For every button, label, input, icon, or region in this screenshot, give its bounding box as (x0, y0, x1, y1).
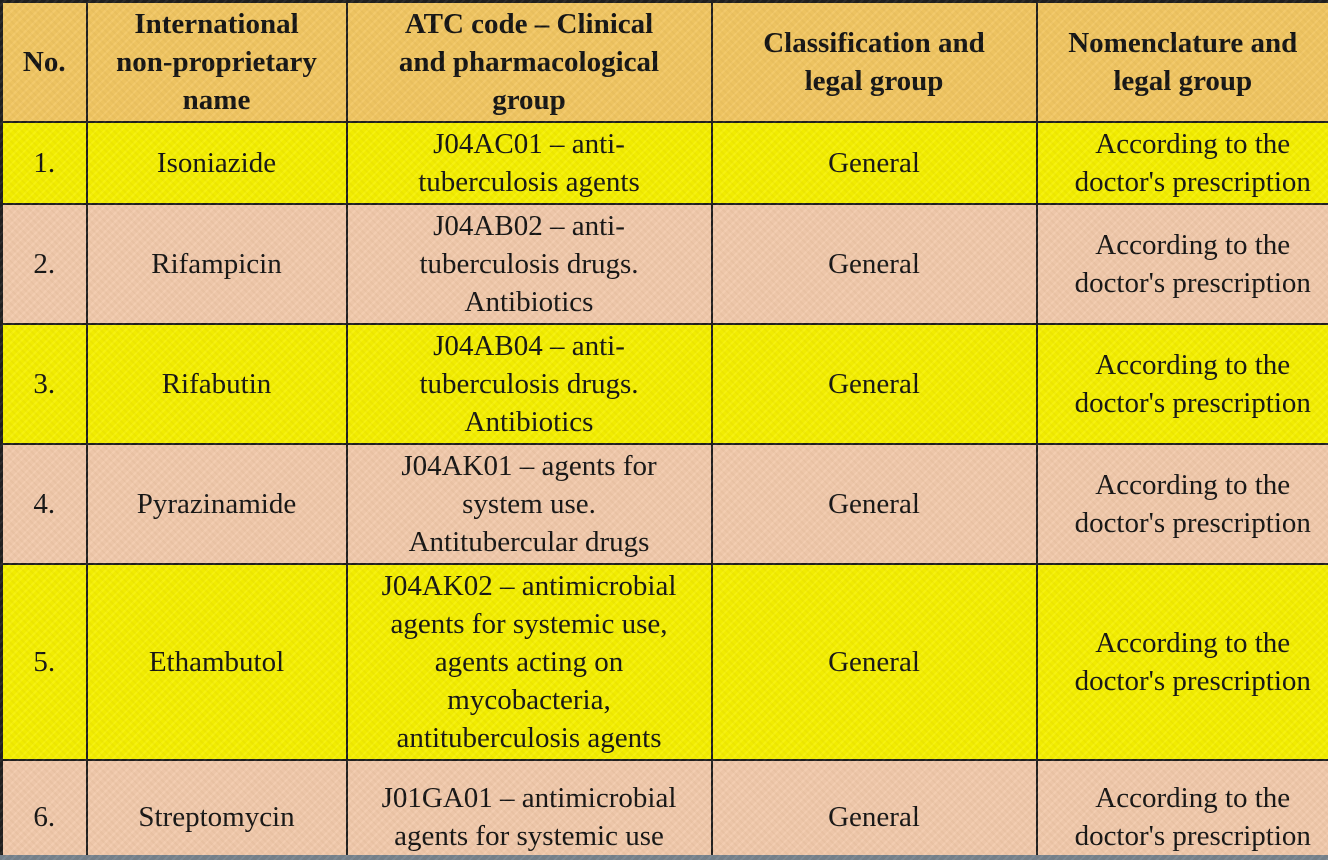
cell-name: Rifampicin (85, 203, 348, 325)
cell-atc-text: J04AK02 – antimicrobial agents for syste… (381, 570, 677, 754)
page-edge-strip (0, 855, 1328, 860)
cell-nomenclature-text: According to the doctor's prescription (1074, 128, 1311, 198)
cell-nomenclature: According to the doctor's prescription (1035, 563, 1328, 761)
cell-name: Pyrazinamide (85, 443, 348, 565)
cell-classification: General (710, 323, 1038, 445)
header-row: No. International non-proprietary name A… (0, 0, 1328, 123)
cell-nomenclature-text: According to the doctor's prescription (1074, 349, 1311, 419)
cell-atc: J04AK02 – antimicrobial agents for syste… (345, 563, 713, 761)
cell-name: Isoniazide (85, 121, 348, 205)
cell-atc-text: J01GA01 – antimicrobial agents for syste… (381, 781, 677, 852)
cell-no: 5. (0, 563, 88, 761)
table-row: 2. Rifampicin J04AB02 – anti-tuberculosi… (0, 203, 1328, 325)
cell-atc-text: J04AK01 – agents for system use. Antitub… (401, 450, 657, 558)
table-body: 1. Isoniazide J04AC01 – anti-tuberculosi… (0, 121, 1328, 860)
table-row: 6. Streptomycin J01GA01 – antimicrobial … (0, 759, 1328, 860)
cell-no: 2. (0, 203, 88, 325)
cell-no: 6. (0, 759, 88, 860)
cell-nomenclature: According to the doctor's prescription (1035, 203, 1328, 325)
table-row: 1. Isoniazide J04AC01 – anti-tuberculosi… (0, 121, 1328, 205)
cell-nomenclature: According to the doctor's prescription (1035, 759, 1328, 860)
cell-atc: J04AC01 – anti-tuberculosis agents (345, 121, 713, 205)
table-row: 3. Rifabutin J04AB04 – anti-tuberculosis… (0, 323, 1328, 445)
cell-atc: J04AK01 – agents for system use. Antitub… (345, 443, 713, 565)
cell-classification: General (710, 563, 1038, 761)
cell-classification: General (710, 121, 1038, 205)
cell-atc-text: J04AB02 – anti-tuberculosis drugs. Antib… (419, 210, 639, 318)
cell-no: 3. (0, 323, 88, 445)
cell-classification: General (710, 443, 1038, 565)
cell-nomenclature-text: According to the doctor's prescription (1074, 469, 1311, 539)
cell-atc: J01GA01 – antimicrobial agents for syste… (345, 759, 713, 860)
cell-name: Rifabutin (85, 323, 348, 445)
table-row: 5. Ethambutol J04AK02 – antimicrobial ag… (0, 563, 1328, 761)
cell-classification: General (710, 203, 1038, 325)
cell-nomenclature-text: According to the doctor's prescription (1074, 781, 1311, 852)
cell-nomenclature-text: According to the doctor's prescription (1074, 229, 1311, 299)
cell-no: 1. (0, 121, 88, 205)
header-cell-atc: ATC code – Clinical and pharmacological … (345, 0, 713, 123)
header-cell-atc-label: ATC code – Clinical and pharmacological … (398, 8, 660, 116)
cell-nomenclature: According to the doctor's prescription (1035, 121, 1328, 205)
cell-name: Streptomycin (85, 759, 348, 860)
table-header: No. International non-proprietary name A… (0, 0, 1328, 123)
cell-atc: J04AB04 – anti-tuberculosis drugs. Antib… (345, 323, 713, 445)
cell-name: Ethambutol (85, 563, 348, 761)
cell-nomenclature: According to the doctor's prescription (1035, 323, 1328, 445)
header-cell-nomenclature: Nomenclature and legal group (1035, 0, 1328, 123)
cell-nomenclature: According to the doctor's prescription (1035, 443, 1328, 565)
header-cell-name-label: International non-proprietary name (116, 8, 317, 116)
cell-no: 4. (0, 443, 88, 565)
cell-atc: J04AB02 – anti-tuberculosis drugs. Antib… (345, 203, 713, 325)
header-cell-nomenclature-label: Nomenclature and legal group (1068, 27, 1298, 97)
header-cell-classification-label: Classification and legal group (763, 27, 985, 97)
header-cell-no: No. (0, 0, 88, 123)
header-cell-classification: Classification and legal group (710, 0, 1038, 123)
cell-classification: General (710, 759, 1038, 860)
cell-atc-text: J04AC01 – anti-tuberculosis agents (418, 128, 640, 198)
table-row: 4. Pyrazinamide J04AK01 – agents for sys… (0, 443, 1328, 565)
cell-atc-text: J04AB04 – anti-tuberculosis drugs. Antib… (419, 330, 639, 438)
header-cell-name: International non-proprietary name (85, 0, 348, 123)
cell-nomenclature-text: According to the doctor's prescription (1074, 627, 1311, 697)
